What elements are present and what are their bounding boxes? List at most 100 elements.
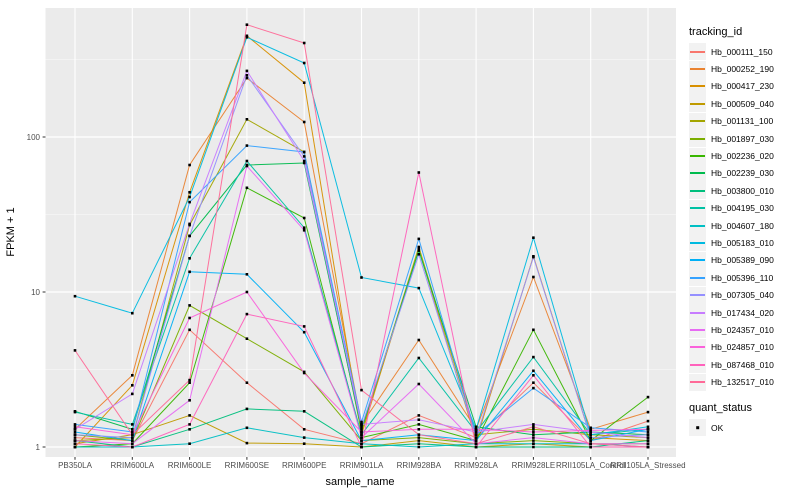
data-point (532, 436, 535, 439)
data-point (646, 442, 650, 445)
data-point (188, 234, 191, 238)
legend-item-label: Hb_004195_030 (711, 203, 774, 214)
legend-item-label: Hb_005396_110 (711, 272, 774, 283)
data-point (417, 253, 421, 256)
data-point (188, 423, 191, 426)
legend-item: Hb_002239_030 (689, 164, 799, 182)
legend-item: Hb_001131_100 (689, 112, 799, 130)
data-point (417, 445, 421, 449)
data-point (646, 425, 650, 429)
data-point (589, 429, 592, 432)
data-point (474, 433, 478, 436)
data-point (646, 410, 650, 414)
x-tick-label: RRIM928BA (397, 461, 442, 470)
data-point (646, 439, 650, 442)
data-point (474, 442, 478, 445)
data-point (589, 445, 592, 449)
legend-line-swatch (690, 155, 705, 158)
legend-line-swatch (690, 363, 705, 366)
data-point (417, 237, 421, 241)
data-point (360, 442, 363, 445)
legend-item-label: Hb_000417_230 (711, 81, 774, 92)
legend-key-line-icon (689, 43, 706, 61)
data-point (188, 191, 191, 194)
legend-key-line-icon (689, 269, 706, 287)
data-point (417, 382, 421, 386)
data-point (188, 222, 191, 226)
data-point (417, 338, 421, 342)
legend-line-swatch (690, 189, 705, 192)
data-point (73, 423, 77, 426)
legend-key-line-icon (689, 60, 706, 78)
data-point (417, 436, 421, 439)
legend-item-label: Hb_004607_180 (711, 220, 774, 231)
x-tick-label: RRIM928LA (454, 461, 498, 470)
data-point (302, 150, 306, 154)
data-point (646, 395, 650, 399)
data-point (245, 34, 249, 38)
legend-item: Hb_005396_110 (689, 269, 799, 287)
legend-key-line-icon (689, 373, 706, 391)
data-point (360, 425, 363, 429)
data-point (646, 419, 650, 423)
x-tick-label: RRIM600SE (225, 461, 269, 470)
data-point (131, 436, 134, 439)
data-point (360, 433, 363, 436)
data-point (188, 200, 191, 204)
data-point (245, 290, 249, 294)
legend-line-swatch (690, 276, 705, 279)
legend-key-line-icon (689, 164, 706, 182)
plot-panel (45, 8, 676, 457)
legend-line-swatch (690, 207, 705, 210)
legend-key-square-icon (689, 419, 706, 436)
data-point (360, 430, 363, 434)
data-point (245, 144, 249, 147)
data-point (302, 442, 306, 445)
legend-key-line-icon (689, 77, 706, 95)
data-point (302, 81, 306, 84)
data-point (302, 161, 306, 165)
data-point (360, 388, 363, 392)
data-point (532, 439, 535, 442)
legend-item: Hb_132517_010 (689, 373, 799, 391)
x-tick-label: RRIM928LE (512, 461, 556, 470)
data-point (131, 428, 134, 431)
y-tick-label: 10 (31, 288, 40, 297)
legend-item: Hb_017434_020 (689, 304, 799, 322)
legend-item: Hb_000252_190 (689, 60, 799, 78)
data-point (131, 311, 134, 315)
legend-item-label: Hb_000509_040 (711, 98, 774, 109)
legend-item-label: Hb_001897_030 (711, 133, 774, 144)
y-tick-label: 100 (27, 133, 41, 142)
legend-key-line-icon (689, 199, 706, 217)
legend: tracking_id Hb_000111_150 Hb_000252_190 Hb… (689, 26, 799, 436)
data-point (302, 226, 306, 229)
y-tick-label: 1 (36, 443, 41, 452)
data-point (188, 195, 191, 199)
data-point (417, 423, 421, 426)
x-tick-label: RRII105LA_Control (556, 461, 626, 470)
data-point (188, 378, 191, 382)
data-point (73, 433, 77, 436)
data-point (302, 410, 306, 413)
data-point (417, 356, 421, 360)
legend-key-line-icon (689, 147, 706, 165)
legend-key-line-icon (689, 112, 706, 130)
data-point (532, 369, 535, 373)
legend-line-swatch (690, 137, 705, 140)
data-point (360, 436, 363, 439)
legend-key-line-icon (689, 182, 706, 200)
legend-item-label: OK (711, 422, 724, 433)
legend-line-swatch (690, 311, 705, 314)
data-point (73, 439, 77, 442)
legend-item: Hb_087468_010 (689, 356, 799, 374)
data-point (245, 407, 249, 411)
data-point (188, 442, 191, 445)
legend-item: Hb_005389_090 (689, 251, 799, 269)
data-point (360, 423, 363, 426)
data-point (532, 355, 535, 359)
legend-item-label: Hb_000252_190 (711, 64, 774, 75)
data-point (417, 414, 421, 417)
legend-line-swatch (690, 294, 705, 297)
